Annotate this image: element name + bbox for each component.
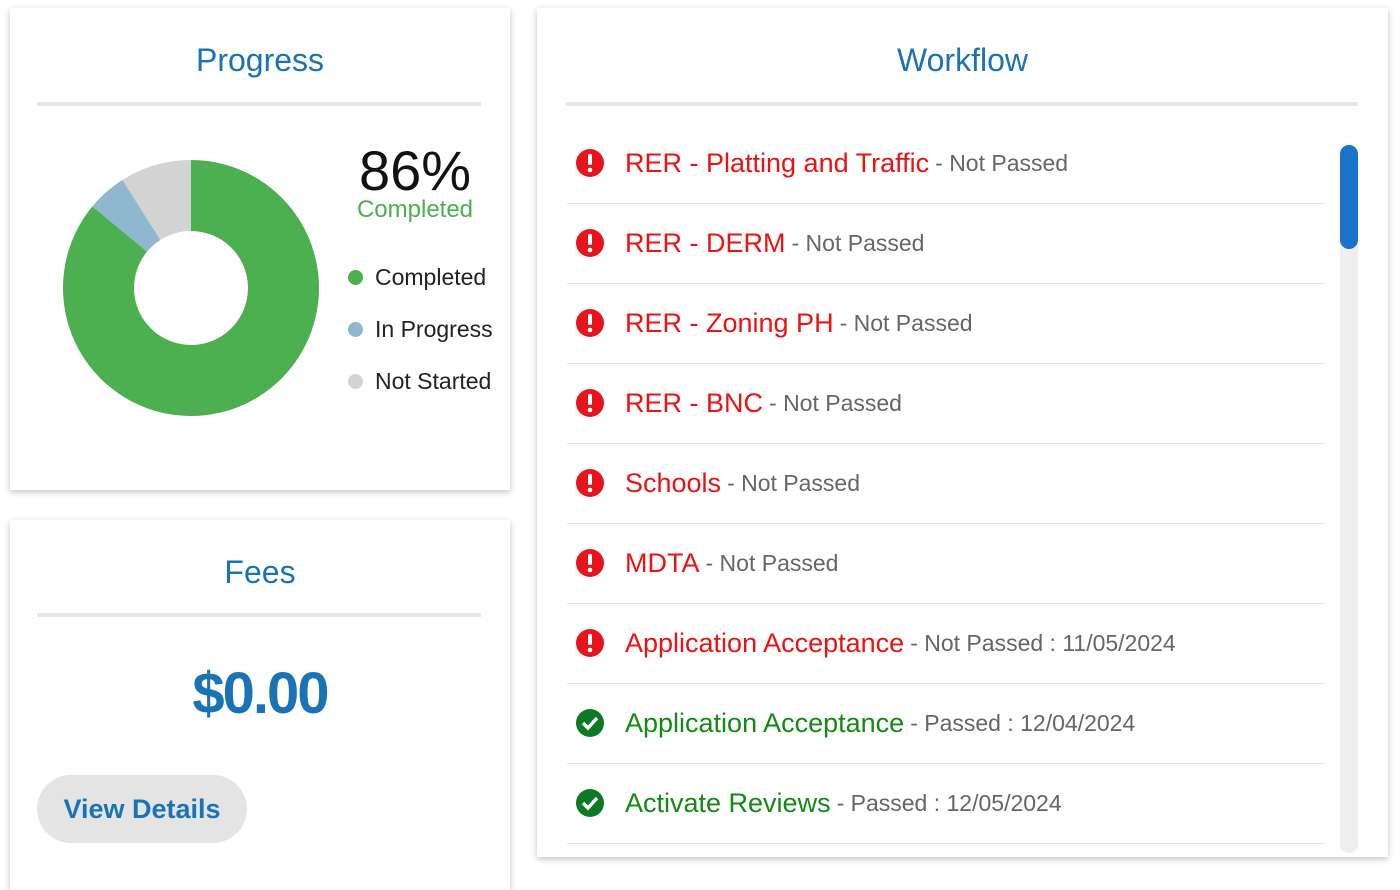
item-detail: - Passed : 12/05/2024: [836, 789, 1062, 816]
icon-bar: [588, 394, 592, 405]
icon-point: [587, 487, 593, 493]
legend-item: Not Started: [348, 368, 491, 395]
icon-point: [587, 567, 593, 573]
icon-point: [587, 247, 593, 253]
icon-check: [581, 796, 599, 811]
donut-chart: [62, 160, 319, 416]
workflow-item: Application Acceptance - Passed : 12/04/2…: [567, 683, 1325, 764]
donut-slice: [62, 160, 319, 416]
divider: [37, 102, 481, 106]
item-name: Application Acceptance: [625, 627, 905, 658]
item-detail: - Not Passed: [791, 229, 925, 256]
status-icon: [576, 229, 604, 257]
item-name: Application Acceptance: [625, 707, 905, 738]
percent-label: 86%: [358, 139, 472, 202]
icon-bar: [588, 474, 592, 485]
legend-label: Completed: [375, 264, 487, 290]
workflow-item: RER - BNC - Not Passed: [567, 363, 1325, 444]
divider: [566, 102, 1358, 106]
workflow-item: MDTA - Not Passed: [567, 523, 1325, 604]
workflow-item: RER - DERM - Not Passed: [567, 203, 1325, 284]
status-icon: [576, 149, 604, 177]
icon-bar: [588, 234, 592, 245]
item-detail: - Passed : 12/04/2024: [910, 709, 1136, 736]
item-name: Schools: [625, 467, 722, 498]
icon-bar: [588, 554, 592, 565]
donut-slice: [92, 179, 161, 252]
status-icon: [576, 709, 604, 737]
card-title: Fees: [224, 554, 296, 590]
item-detail: - Not Passed: [705, 549, 839, 576]
status-icon: [576, 389, 604, 417]
icon-bar: [588, 154, 592, 165]
status-icon: [576, 469, 604, 497]
status-icon: [576, 629, 604, 657]
workflow-item: Activate Reviews - Passed : 12/05/2024: [567, 763, 1325, 844]
percent-caption: Completed: [356, 196, 474, 223]
legend-item: Completed: [348, 264, 486, 291]
scrollbar-thumb[interactable]: [1340, 145, 1358, 249]
workflow-item: Application Acceptance - Not Passed : 11/…: [567, 603, 1325, 684]
legend-dot: [348, 270, 363, 285]
item-name: RER - Platting and Traffic: [625, 147, 930, 178]
status-icon: [576, 309, 604, 337]
legend-label: Not Started: [375, 368, 492, 394]
icon-circle: [576, 709, 604, 737]
fees-card: Fees $0.00 View Details: [10, 520, 510, 890]
view-details-button[interactable]: View Details: [37, 775, 247, 843]
card-title: Workflow: [897, 42, 1028, 78]
icon-circle: [576, 789, 604, 817]
item-detail: - Not Passed : 11/05/2024: [910, 629, 1176, 656]
workflow-item: RER - Zoning PH - Not Passed: [567, 283, 1325, 364]
item-detail: - Not Passed: [727, 469, 861, 496]
divider: [37, 613, 481, 617]
item-name: Activate Reviews: [625, 787, 831, 818]
workflow-card: Workflow RER - Platting and Traffic - Not…: [537, 8, 1388, 857]
item-detail: - Not Passed: [769, 389, 902, 416]
item-detail: - Not Passed: [839, 309, 973, 336]
page: Progress 86% Completed Completed In Progr…: [10, 8, 1388, 857]
status-icon: [576, 789, 604, 817]
item-name: MDTA: [625, 547, 700, 578]
card-title: Progress: [195, 42, 325, 78]
legend-label: In Progress: [375, 316, 493, 342]
icon-bar: [588, 314, 592, 325]
icon-point: [587, 647, 593, 653]
legend-item: In Progress: [348, 316, 493, 343]
legend-dot: [348, 322, 363, 337]
donut-slice: [122, 160, 191, 240]
status-icon: [576, 549, 604, 577]
progress-card: Progress 86% Completed Completed In Progr…: [10, 8, 510, 490]
item-name: RER - Zoning PH: [625, 307, 834, 338]
workflow-item: RER - Platting and Traffic - Not Passed: [567, 123, 1325, 204]
legend-dot: [348, 374, 363, 389]
item-detail: - Not Passed: [935, 149, 1069, 176]
item-name: RER - DERM: [625, 227, 786, 258]
icon-check: [581, 716, 599, 731]
workflow-item: Schools - Not Passed: [567, 443, 1325, 524]
icon-bar: [588, 634, 592, 645]
item-name: RER - BNC: [625, 387, 764, 418]
icon-point: [587, 167, 593, 173]
scrollbar-track[interactable]: [1340, 145, 1358, 853]
fee-amount: $0.00: [192, 661, 329, 726]
icon-point: [587, 327, 593, 333]
icon-point: [587, 407, 593, 413]
